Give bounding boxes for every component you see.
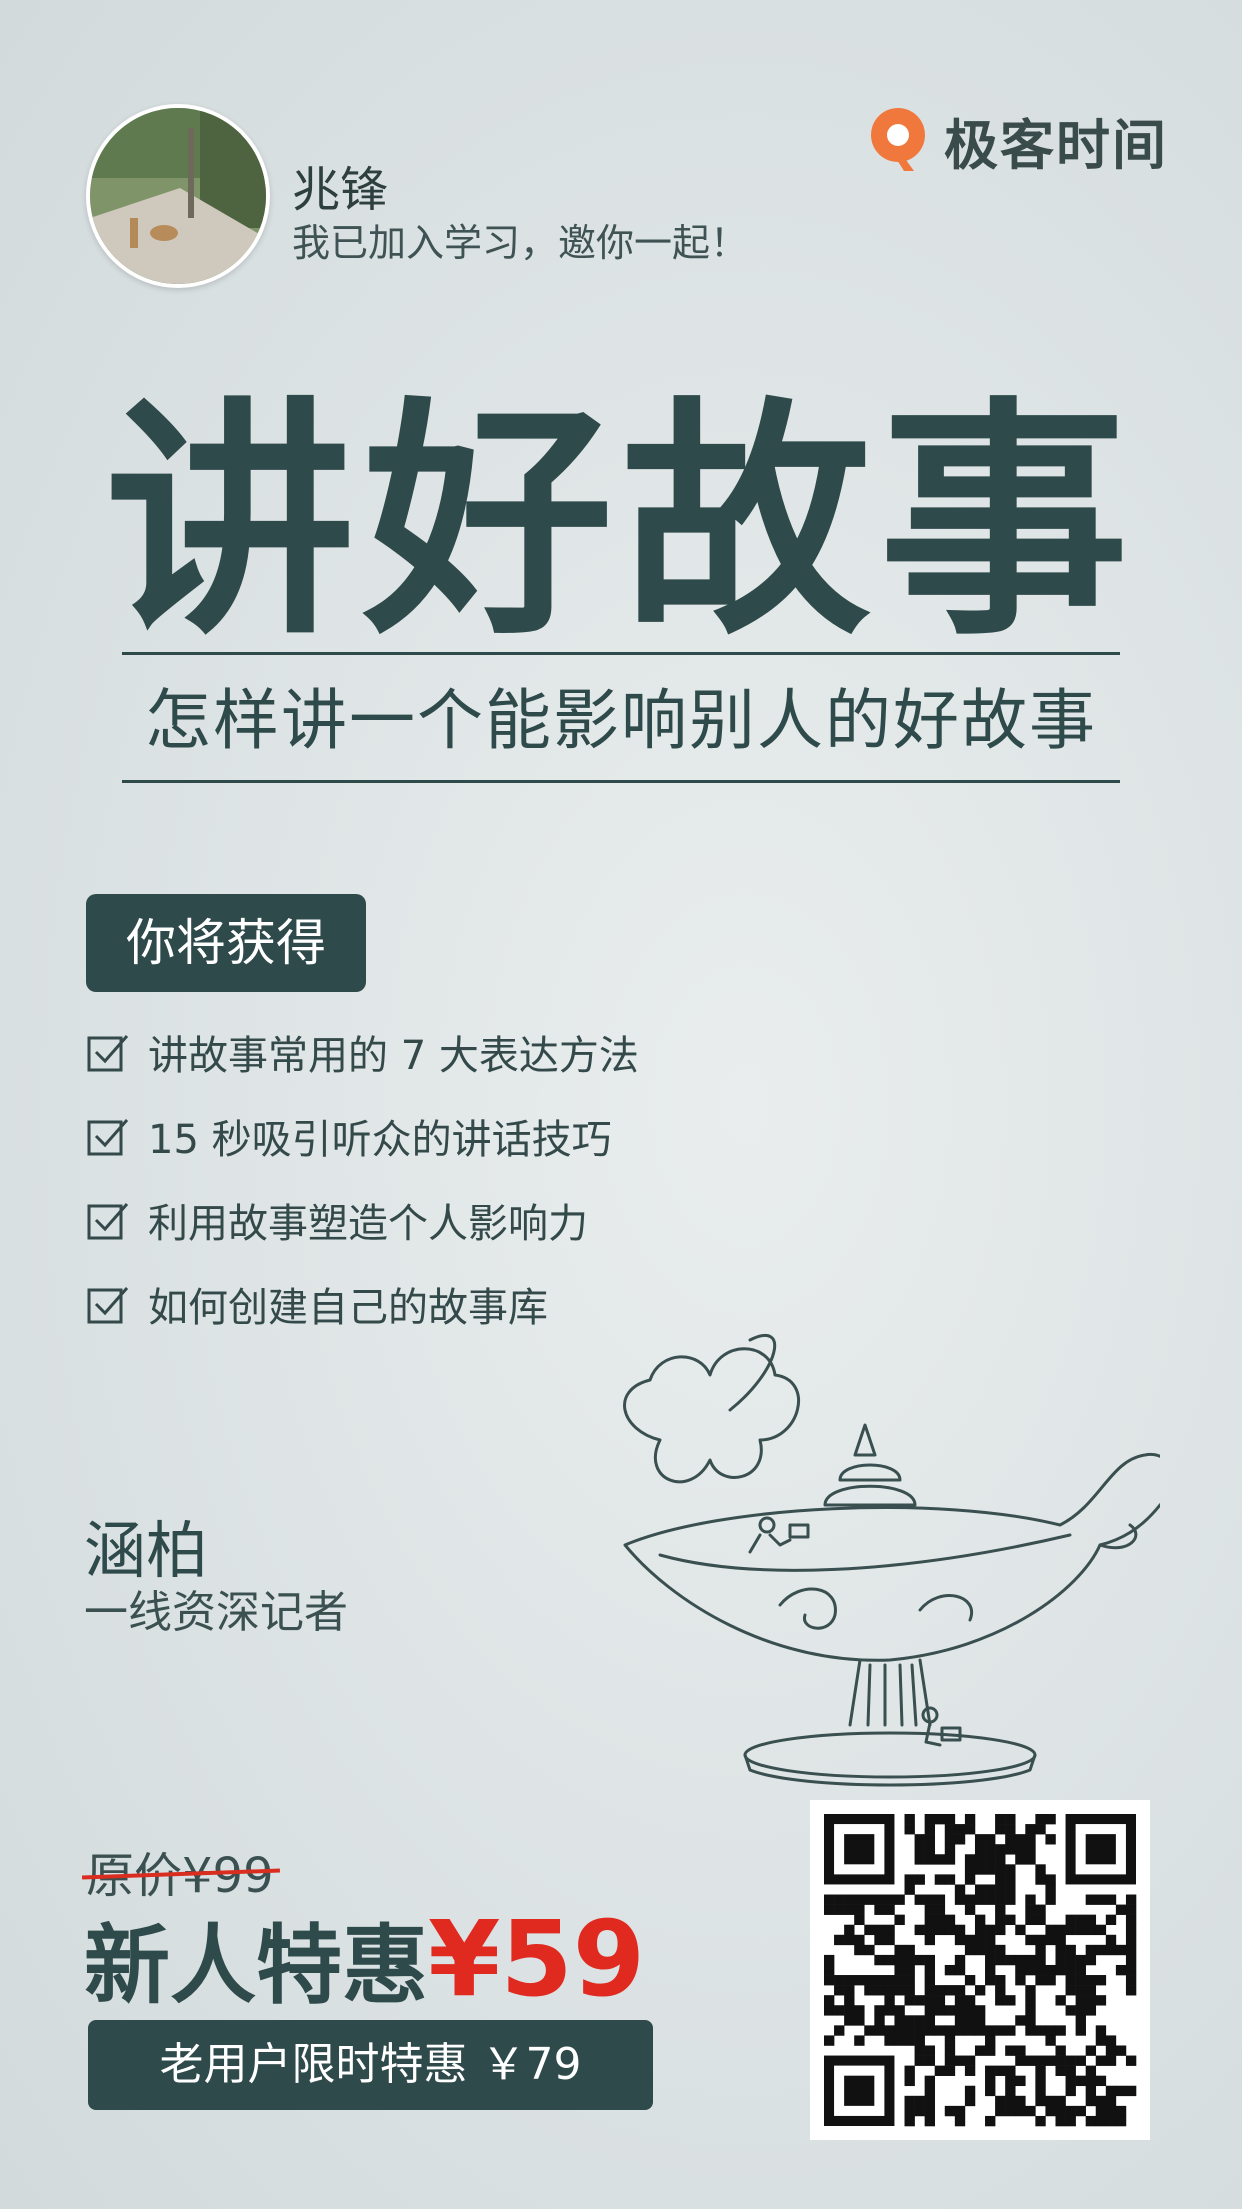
gain-item: 如何创建自己的故事库 [86, 1262, 639, 1346]
gain-item-label: 如何创建自己的故事库 [148, 1285, 548, 1331]
gain-item: 讲故事常用的 7 大表达方法 [86, 1010, 639, 1094]
qr-code-icon[interactable] [810, 1800, 1150, 2140]
avatar-photo [90, 108, 266, 284]
title-divider-bottom [122, 780, 1120, 783]
brand-logo: 极客时间 [866, 100, 1168, 180]
brand-name: 极客时间 [944, 113, 1168, 177]
gains-list: 讲故事常用的 7 大表达方法 15 秒吸引听众的讲话技巧 利用故事塑造个人影响力… [86, 1010, 639, 1346]
original-price: 原价¥99 [81, 1836, 280, 1906]
gains-badge: 你将获得 [86, 894, 366, 992]
avatar [86, 104, 270, 288]
gain-item-label: 利用故事塑造个人影响力 [148, 1201, 588, 1247]
new-user-label: 新人特惠 [84, 1916, 428, 2016]
gain-item: 利用故事塑造个人影响力 [86, 1178, 639, 1262]
course-subtitle: 怎样讲一个能影响别人的好故事 [145, 682, 1097, 759]
checkbox-check-icon [87, 1203, 129, 1240]
geek-time-logo-icon [871, 108, 925, 171]
magic-lamp-illustration [623, 1333, 1160, 1787]
checkbox-check-icon [87, 1287, 129, 1324]
invite-message: 我已加入学习，邀你一起！ [292, 221, 749, 265]
new-user-amount: ¥59 [428, 1898, 646, 2020]
gain-item-label: 讲故事常用的 7 大表达方法 [148, 1033, 639, 1079]
course-title: 讲好故事 [105, 377, 1137, 668]
user-name: 兆锋 [292, 162, 389, 218]
gain-item-label: 15 秒吸引听众的讲话技巧 [148, 1117, 612, 1163]
title-divider-top [122, 652, 1120, 655]
new-user-price: 新人特惠¥59 [84, 1904, 645, 2021]
author-name: 涵柏 [84, 1514, 209, 1587]
gain-item: 15 秒吸引听众的讲话技巧 [86, 1094, 639, 1178]
author-title: 一线资深记者 [84, 1587, 348, 1638]
old-user-offer-button[interactable]: 老用户限时特惠 ￥79 [88, 2020, 653, 2110]
checkbox-check-icon [87, 1119, 129, 1156]
checkbox-check-icon [87, 1035, 129, 1072]
